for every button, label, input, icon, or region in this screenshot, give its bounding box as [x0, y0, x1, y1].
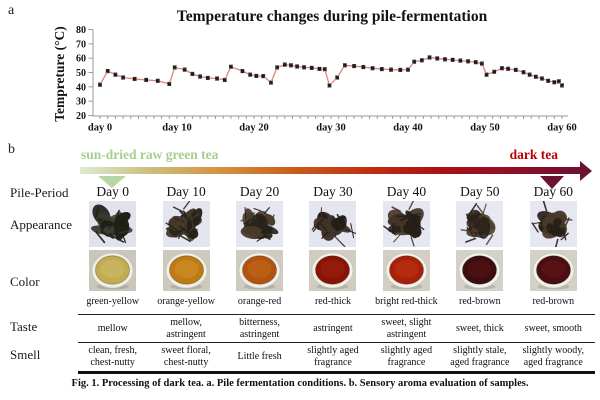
- svg-text:80: 80: [76, 25, 86, 36]
- smell-value: clean, fresh, chest-nutty: [88, 345, 137, 368]
- liquor-photo: [149, 250, 222, 291]
- svg-text:70: 70: [76, 39, 86, 50]
- taste-value: mellow: [97, 322, 128, 334]
- svg-text:day 0: day 0: [88, 123, 112, 134]
- dark-tea-label: dark tea: [509, 147, 558, 162]
- appearance-photo: [149, 201, 222, 247]
- pile-period-day: Day 0: [96, 184, 130, 199]
- taste-row: mellow mellow, astringent bitterness, as…: [76, 315, 590, 342]
- svg-text:day 40: day 40: [393, 123, 422, 134]
- svg-text:40: 40: [76, 82, 86, 93]
- liquor-photo: [370, 250, 443, 291]
- svg-text:day 60: day 60: [547, 123, 576, 134]
- appearance-photo: [296, 201, 369, 247]
- liquor-color-row: [76, 250, 590, 291]
- smell-value: slightly woody, aged fragrance: [522, 345, 585, 368]
- pile-period-day: Day 40: [386, 184, 427, 199]
- temperature-chart: 20 30 40 50 60 70 80 day 0 day 10 day 20 day 30 day…: [52, 8, 577, 134]
- pile-period-day: Day 30: [313, 184, 353, 199]
- smell-row: clean, fresh, chest-nutty sweet floral, …: [76, 343, 590, 370]
- svg-text:Temperature changes during pil: Temperature changes during pile-fermenta…: [177, 8, 488, 25]
- appearance-photo: [370, 201, 443, 247]
- smell-value: slightly aged fragrance: [380, 345, 433, 368]
- liquor-name: bright red-thick: [375, 295, 438, 307]
- figure-caption-text: Processing of dark tea. a. Pile fermenta…: [101, 378, 529, 389]
- appearance-row: [76, 201, 590, 247]
- liquor-name: green-yellow: [86, 295, 140, 307]
- svg-text:30: 30: [76, 97, 86, 108]
- row-label-smell: Smell: [10, 347, 41, 362]
- liquor-name: orange-yellow: [157, 295, 216, 307]
- panel-b-label: b: [8, 142, 15, 157]
- liquor-name: orange-red: [237, 295, 282, 307]
- table-rule-bottom: [78, 371, 595, 374]
- fermentation-gradient-bar: [80, 167, 581, 174]
- table-rule-middle: [78, 342, 595, 343]
- pile-period-day: Day 20: [239, 184, 280, 199]
- appearance-photo: [223, 201, 296, 247]
- liquor-name: red-brown: [532, 295, 575, 307]
- taste-value: astringent: [313, 322, 353, 334]
- row-label-taste: Taste: [10, 319, 38, 334]
- day0-marker-triangle-icon: [98, 176, 126, 188]
- liquor-name: red-thick: [314, 295, 352, 307]
- smell-value: sweet floral, chest-nutty: [161, 345, 211, 368]
- smell-value: slightly aged fragrance: [307, 345, 359, 368]
- appearance-photo: [76, 201, 149, 247]
- pile-period-day: Day 50: [460, 184, 500, 199]
- svg-text:60: 60: [76, 54, 86, 65]
- table-rule-top: [78, 314, 595, 315]
- figure-caption: Fig. 1. Processing of dark tea. a. Pile …: [0, 378, 600, 389]
- svg-text:day 20: day 20: [239, 123, 268, 134]
- svg-text:day 30: day 30: [316, 123, 345, 134]
- gradient-arrowhead-icon: [580, 160, 592, 181]
- smell-value: Little fresh: [237, 350, 282, 362]
- liquor-photo: [223, 250, 296, 291]
- svg-text:50: 50: [76, 68, 86, 79]
- liquor-name-row: green-yellow orange-yellow orange-red re…: [76, 295, 590, 309]
- raw-green-tea-label: sun-dried raw green tea: [81, 147, 219, 162]
- pile-period-day: Day 60: [533, 184, 573, 199]
- svg-text:day 10: day 10: [162, 123, 191, 134]
- svg-text:20: 20: [76, 111, 86, 122]
- taste-value: sweet, thick: [455, 322, 504, 334]
- appearance-photo: [517, 201, 590, 247]
- row-label-appearance: Appearance: [10, 217, 73, 232]
- taste-value: sweet, slight astringent: [381, 317, 432, 340]
- pile-period-day: Day 10: [166, 184, 206, 199]
- taste-value: sweet, smooth: [524, 322, 582, 334]
- pile-period-row: Day 0 Day 10 Day 20 Day 30 Day 40 Day 50…: [76, 184, 590, 200]
- panel-a-label: a: [8, 3, 15, 18]
- taste-value: mellow, astringent: [166, 317, 206, 340]
- figure-caption-prefix: Fig. 1.: [71, 378, 100, 389]
- svg-text:Tempreture (°C): Tempreture (°C): [52, 26, 67, 122]
- smell-value: slightly stale, aged fragrance: [450, 345, 510, 368]
- row-label-pile-period: Pile-Period: [10, 185, 69, 200]
- row-label-color: Color: [10, 274, 40, 289]
- svg-text:day 50: day 50: [470, 123, 499, 134]
- liquor-photo: [443, 250, 516, 291]
- liquor-name: red-brown: [459, 295, 501, 307]
- taste-value: bitterness, astringent: [239, 317, 280, 340]
- appearance-photo: [443, 201, 516, 247]
- liquor-photo: [517, 250, 590, 291]
- liquor-photo: [76, 250, 149, 291]
- day60-marker-triangle-icon: [540, 176, 564, 189]
- liquor-photo: [296, 250, 369, 291]
